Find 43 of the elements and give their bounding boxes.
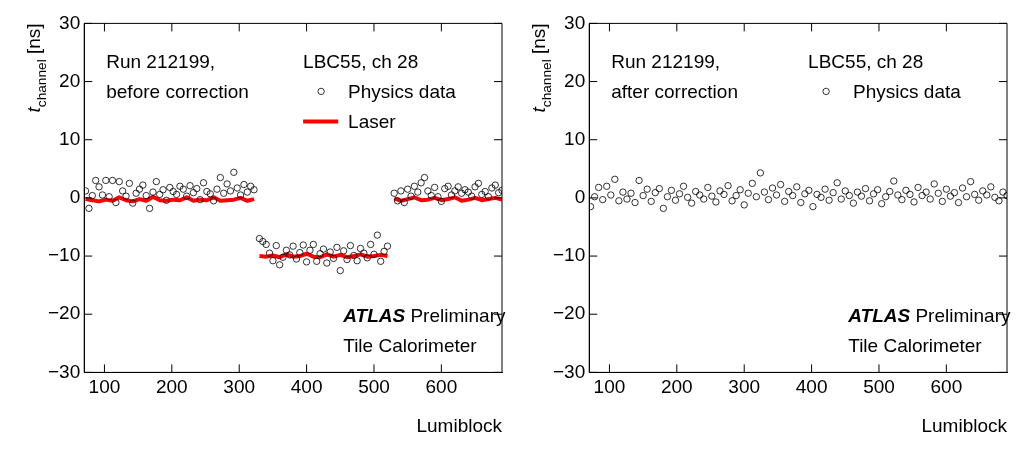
x-axis-title: Lumiblock [921,414,1008,436]
annotation: ATLAS Preliminary [342,305,506,327]
y-tick-label: 30 [564,11,586,33]
x-tick-label: 300 [223,376,256,398]
y-tick-label: 0 [69,186,81,208]
x-tick-label: 400 [290,376,323,398]
y-tick-label: 20 [564,69,586,91]
annotation: before correction [106,81,249,103]
x-tick-label: 600 [930,376,963,398]
y-tick-label: −10 [48,244,81,266]
x-axis-title: Lumiblock [416,414,503,436]
legend-title: LBC55, ch 28 [808,51,924,73]
y-tick-label: −30 [553,360,586,382]
x-tick-label: 100 [88,376,121,398]
annotation: Run 212199, [106,51,216,73]
x-tick-label: 500 [358,376,390,398]
y-axis-title: tchannel [ns] [23,23,49,113]
annotation: ATLAS Preliminary [847,305,1011,327]
y-tick-label: −10 [553,244,586,266]
y-tick-label: 0 [574,186,586,208]
y-tick-label: −20 [553,302,586,324]
x-tick-label: 300 [728,376,761,398]
x-tick-label: 400 [795,376,828,398]
annotation: Tile Calorimeter [848,335,983,357]
y-tick-label: −30 [48,360,81,382]
y-tick-label: 10 [59,127,81,149]
legend-label: Physics data [348,81,457,103]
y-tick-label: −20 [48,302,81,324]
legend-title: LBC55, ch 28 [303,51,419,73]
y-tick-label: 20 [59,69,81,91]
x-tick-label: 200 [155,376,188,398]
x-tick-label: 500 [863,376,895,398]
annotation: Run 212199, [611,51,721,73]
x-tick-label: 100 [593,376,626,398]
y-tick-label: 10 [564,127,586,149]
x-tick-label: 200 [660,376,693,398]
y-axis-title: tchannel [ns] [528,23,554,113]
legend-label: Laser [348,111,397,133]
y-tick-label: 30 [59,11,81,33]
legend-label: Physics data [853,81,962,103]
annotation: Tile Calorimeter [343,335,478,357]
annotation: after correction [611,81,738,103]
x-tick-label: 600 [425,376,458,398]
